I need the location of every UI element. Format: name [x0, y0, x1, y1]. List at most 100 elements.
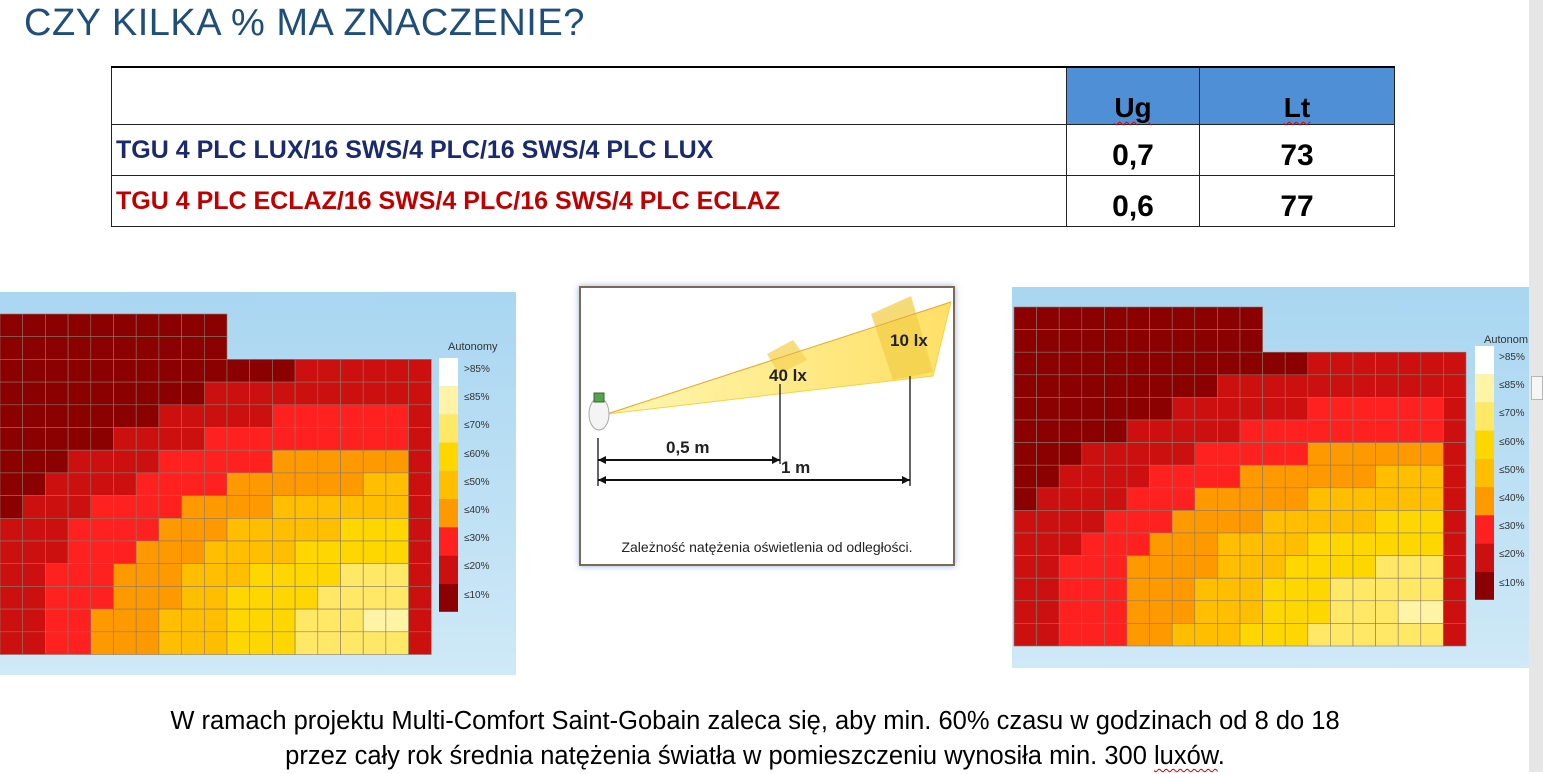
heatmap-cell: [1307, 532, 1331, 556]
heatmap-cell: [181, 449, 205, 474]
heatmap-cell: [1171, 577, 1196, 602]
heatmap-cell: [0, 381, 24, 406]
heatmap-cell: [1330, 397, 1354, 421]
heatmap-cell: [1171, 374, 1196, 398]
vertical-scrollbar[interactable]: [1529, 0, 1543, 772]
heatmap-cell: [181, 336, 205, 360]
heatmap-cell: [1217, 532, 1241, 556]
heatmap-cell: [1013, 555, 1037, 579]
heatmap-cell: [1284, 577, 1309, 602]
legend-label: >85%: [464, 364, 490, 375]
heatmap-cell: [1104, 555, 1128, 579]
heatmap-cell: [1149, 329, 1173, 353]
heatmap-cell: [362, 586, 387, 610]
legend-swatch: [439, 527, 458, 556]
heatmap-cell: [1058, 510, 1083, 534]
heatmap-cell: [45, 586, 69, 610]
heatmap-cell: [45, 359, 69, 383]
heatmap-cell: [90, 586, 114, 610]
legend-swatch: [1475, 402, 1494, 431]
heatmap-cell: [1194, 577, 1218, 602]
heatmap-cell: [67, 359, 92, 383]
legend-label: ≤30%: [1499, 521, 1525, 533]
heatmap-cell: [1284, 487, 1309, 511]
heatmap-cell: [0, 472, 24, 496]
heatmap-cell: [1171, 329, 1196, 353]
heatmap-cell: [1104, 487, 1128, 511]
heatmap-cell: [181, 495, 205, 519]
heatmap-cell: [67, 449, 92, 474]
heatmap-cell: [1149, 464, 1173, 489]
heatmap-cell: [1397, 532, 1422, 556]
heatmap-cell: [362, 404, 387, 428]
heatmap-cell: [158, 336, 182, 360]
heatmap-cell: [249, 518, 273, 542]
heatmap-cell: [1239, 600, 1263, 624]
heatmap-cell: [1352, 419, 1376, 443]
heatmap-cell: [1149, 306, 1173, 330]
heatmap-cell: [204, 518, 228, 542]
heatmap-cell: [0, 540, 24, 565]
heatmap-cell: [1397, 487, 1422, 511]
heatmap-cell: [1149, 532, 1173, 556]
heatmap-cell: [0, 336, 24, 360]
heatmap-cell: [294, 518, 319, 542]
scrollbar-thumb[interactable]: [1531, 376, 1543, 400]
heatmap-cell: [1058, 487, 1083, 511]
heatmap-cell: [1126, 623, 1150, 647]
heatmap-cell: [1194, 397, 1218, 421]
heatmap-cell: [1036, 600, 1060, 624]
heatmap-cell: [226, 518, 251, 542]
heatmap-cell: [1239, 487, 1263, 511]
heatmap-cell: [317, 586, 341, 610]
heatmap-cell: [67, 336, 92, 360]
heatmap-cell: [1013, 600, 1037, 624]
heatmap-cell: [1352, 623, 1376, 647]
heatmap-cell: [135, 518, 160, 542]
heatmap-cell: [272, 381, 296, 406]
legend-label: ≤60%: [464, 448, 490, 460]
light-cone-illustration: [588, 296, 952, 486]
heatmap-cell: [294, 608, 319, 633]
heatmap-cell: [249, 381, 273, 406]
heatmap-cell: [1375, 555, 1399, 579]
heatmap-cell: [1081, 623, 1105, 647]
legend-label: ≤10%: [1499, 577, 1525, 589]
heatmap-cell: [1307, 464, 1331, 489]
heatmap-cell: [1036, 577, 1060, 602]
heatmap-cell: [113, 540, 137, 565]
heatmap-cell: [1262, 464, 1286, 489]
legend-label: ≤40%: [464, 505, 490, 516]
heatmap-cell: [22, 449, 46, 474]
heatmap-cell: [158, 404, 182, 428]
heatmap-cell: [1262, 532, 1286, 556]
heatmap-cell: [249, 427, 273, 451]
heatmap-cell: [113, 586, 137, 610]
heatmap-cell: [340, 518, 364, 542]
heatmap-cell: [272, 631, 296, 655]
heatmap-cell: [1104, 532, 1128, 556]
heatmap-cell: [226, 449, 251, 474]
heatmap-cell: [1375, 532, 1399, 556]
heatmap-cell: [1375, 397, 1399, 421]
heatmap-cell: [1375, 577, 1399, 602]
heatmap-cell: [1194, 374, 1218, 398]
heatmap-cell: [362, 381, 387, 406]
heatmap-cell: [113, 404, 137, 428]
heatmap-cell: [1443, 555, 1467, 579]
heatmap-cell: [90, 518, 114, 542]
heatmap-cell: [226, 472, 251, 496]
heatmap-cell: [1013, 532, 1037, 556]
heatmap-cell: [1058, 442, 1083, 466]
recommendation-text: W ramach projektu Multi-Comfort Saint-Go…: [0, 704, 1510, 774]
heatmap-cell: [249, 586, 273, 610]
heatmap-cell: [408, 427, 432, 451]
heatmap-cell: [1194, 555, 1218, 579]
heatmap-cell: [317, 540, 341, 565]
heatmap-cell: [1081, 442, 1105, 466]
heatmap-cell: [1104, 374, 1128, 398]
heatmap-cell: [272, 518, 296, 542]
heatmap-cell: [317, 472, 341, 496]
heatmap-cell: [158, 472, 182, 496]
heatmap-cell: [1239, 442, 1263, 466]
